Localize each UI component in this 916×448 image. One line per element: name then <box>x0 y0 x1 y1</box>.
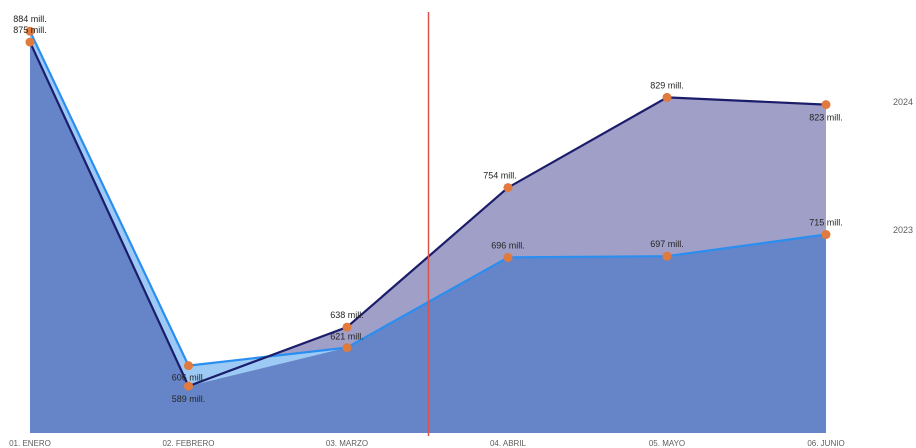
series-labels: 2024 2023 <box>893 97 913 235</box>
data-label-2024-3: 638 mill. <box>330 310 364 320</box>
marker-2024-1 <box>25 37 35 47</box>
x-axis-ticks: 01. ENERO 02. FEBRERO 03. MARZO 04. ABRIL 05… <box>9 439 845 448</box>
area-fill-overlap <box>30 42 826 433</box>
data-label-2023-2: 606 mill. <box>172 373 206 383</box>
data-label-2024-5: 829 mill. <box>650 80 684 90</box>
marker-2023-2 <box>184 361 193 371</box>
marker-2023-6 <box>821 230 831 240</box>
data-label-2024-2: 589 mill. <box>172 394 206 404</box>
series-line-2023 <box>29 30 827 367</box>
marker-2023-4 <box>503 252 513 262</box>
area-fills <box>30 31 826 433</box>
x-tick-5: 05. MAYO <box>649 439 685 448</box>
series-lines <box>29 30 827 388</box>
data-label-2023-1: 884 mill. <box>13 14 47 24</box>
marker-2024-6 <box>821 100 831 110</box>
x-tick-3: 03. MARZO <box>326 439 368 448</box>
data-markers <box>25 26 831 391</box>
x-tick-1: 01. ENERO <box>9 439 51 448</box>
data-label-2023-3: 621 mill. <box>330 332 364 342</box>
marker-2024-5 <box>662 92 672 102</box>
marker-2023-3 <box>342 343 352 353</box>
data-label-2024-1: 875 mill. <box>13 25 47 35</box>
data-labels: 875 mill. 589 mill. 638 mill. 754 mill. 829 … <box>13 14 843 404</box>
data-label-2024-4: 754 mill. <box>483 171 517 181</box>
data-label-2023-4: 696 mill. <box>491 240 525 250</box>
marker-2024-4 <box>503 183 513 193</box>
series-label-2024: 2024 <box>893 97 913 107</box>
marker-2024-2 <box>184 381 193 391</box>
marker-2023-1 <box>25 26 35 36</box>
x-tick-6: 06. JUNIO <box>807 439 844 448</box>
marker-2023-5 <box>662 251 672 261</box>
data-label-2024-6: 823 mill. <box>809 113 843 123</box>
series-line-2024 <box>29 41 827 388</box>
x-tick-2: 02. FEBRERO <box>162 439 214 448</box>
data-label-2023-6: 715 mill. <box>809 218 843 228</box>
series-label-2023: 2023 <box>893 225 913 235</box>
marker-2024-3 <box>342 322 352 332</box>
x-tick-4: 04. ABRIL <box>490 439 527 448</box>
data-label-2023-5: 697 mill. <box>650 239 684 249</box>
